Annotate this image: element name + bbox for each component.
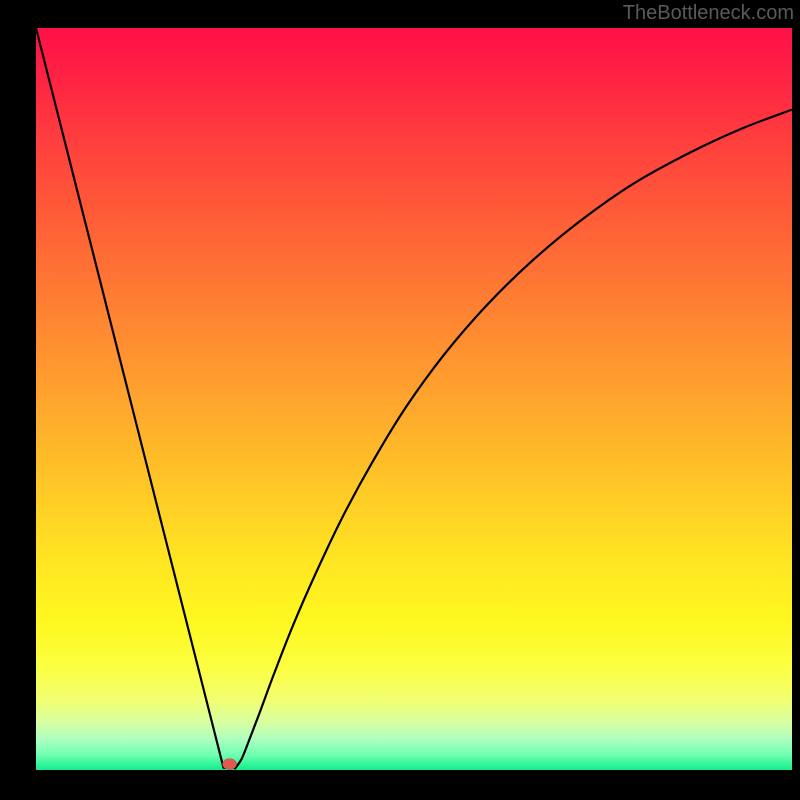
watermark-text: TheBottleneck.com xyxy=(623,2,794,25)
optimal-point-marker xyxy=(223,759,237,770)
chart-container: TheBottleneck.com xyxy=(0,0,800,800)
plot-area xyxy=(36,28,792,770)
chart-svg xyxy=(36,28,792,770)
gradient-background xyxy=(36,28,792,770)
